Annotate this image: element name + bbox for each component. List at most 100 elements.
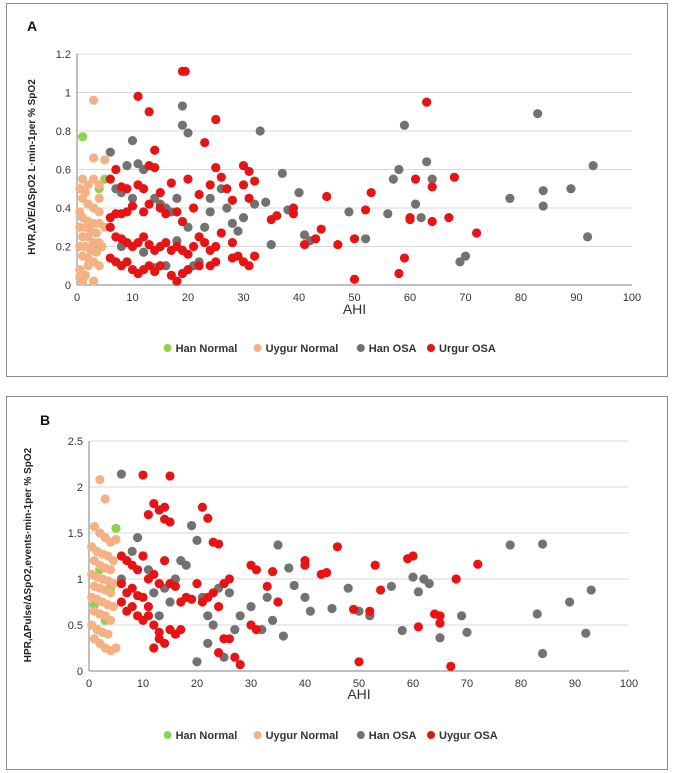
- point-han-osa: [238, 213, 249, 223]
- point-uygur-osa: [262, 581, 272, 591]
- point-urgur-osa: [216, 228, 226, 238]
- point-han-osa: [203, 611, 213, 621]
- point-han-osa: [105, 147, 115, 157]
- point-uygur-osa: [187, 594, 197, 604]
- point-uygur-normal: [75, 265, 85, 275]
- point-han-osa: [203, 638, 213, 648]
- point-uygur-osa: [133, 565, 143, 575]
- point-urgur-osa: [144, 239, 154, 250]
- legend-marker-han-normal: [163, 344, 172, 352]
- point-han-osa: [205, 207, 215, 217]
- point-han-osa: [122, 161, 132, 171]
- point-han-osa: [200, 222, 210, 232]
- x-tick-label: 40: [299, 678, 311, 690]
- point-urgur-osa: [216, 172, 226, 182]
- point-uygur-osa: [354, 657, 364, 667]
- point-han-osa: [149, 588, 159, 598]
- x-tick-label: 10: [126, 292, 138, 304]
- point-urgur-osa: [139, 207, 149, 217]
- point-urgur-osa: [244, 166, 254, 177]
- point-urgur-osa: [333, 239, 343, 250]
- y-tick-label: 0: [65, 280, 71, 292]
- point-urgur-osa: [183, 249, 193, 259]
- point-han-osa: [565, 597, 575, 607]
- point-urgur-osa: [200, 238, 210, 248]
- point-han-osa: [278, 631, 288, 641]
- point-uygur-osa: [138, 592, 148, 602]
- point-uygur-osa: [149, 498, 159, 509]
- point-urgur-osa: [444, 213, 454, 223]
- point-uygur-osa: [446, 661, 456, 671]
- point-han-osa: [397, 625, 407, 636]
- point-uygur-osa: [165, 517, 175, 527]
- x-tick-label: 80: [515, 678, 527, 690]
- point-han-osa: [422, 157, 432, 167]
- point-urgur-osa: [316, 224, 326, 234]
- point-uygur-osa: [127, 602, 137, 612]
- x-tick-label: 60: [407, 678, 419, 690]
- x-tick-label: 70: [459, 292, 471, 304]
- point-urgur-osa: [194, 189, 204, 200]
- point-han-osa: [427, 174, 437, 184]
- point-uygur-osa: [138, 551, 148, 561]
- point-urgur-osa: [250, 251, 260, 261]
- legend-marker-uygur-normal: [253, 344, 262, 352]
- x-tick-label: 70: [461, 678, 473, 690]
- point-urgur-osa: [410, 174, 421, 184]
- point-urgur-osa: [183, 174, 193, 184]
- point-uygur-osa: [214, 539, 224, 549]
- point-han-osa: [233, 226, 243, 236]
- chart-panel-a: 0 0.2 0.4 0.6 0.8 1 1.2 0 10 20 30 40 50 60 70 80 90 100 A…: [6, 3, 668, 377]
- point-uygur-normal: [106, 588, 116, 598]
- point-urgur-osa: [422, 97, 432, 107]
- panel-label: A: [27, 18, 37, 34]
- point-uygur-osa: [170, 581, 180, 591]
- point-han-osa: [408, 572, 418, 582]
- point-han-osa: [462, 627, 472, 637]
- point-urgur-osa: [166, 178, 176, 188]
- point-urgur-osa: [122, 184, 132, 194]
- point-han-osa: [192, 657, 202, 667]
- point-urgur-osa: [200, 137, 210, 148]
- point-uygur-normal: [83, 180, 93, 190]
- x-tick-label: 90: [569, 678, 581, 690]
- point-han-osa: [255, 126, 265, 136]
- point-uygur-osa: [149, 643, 159, 653]
- point-uygur-osa: [224, 574, 234, 584]
- point-han-osa: [386, 581, 396, 591]
- point-uygur-osa: [214, 602, 224, 612]
- point-han-osa: [187, 521, 197, 531]
- point-urgur-osa: [366, 188, 376, 198]
- point-uygur-osa: [473, 559, 483, 569]
- point-uygur-osa: [376, 585, 386, 595]
- point-han-osa: [127, 136, 138, 146]
- point-han-osa: [183, 128, 193, 138]
- point-uygur-osa: [332, 542, 342, 552]
- point-uygur-osa: [176, 625, 186, 635]
- chart-panel-b: 0 0.5 1 1.5 2 2.5 0 10 20 30 40 50 60 70 80 90 100 B AHI HP…: [6, 396, 668, 770]
- x-tick-label: 50: [353, 678, 365, 690]
- x-tick-label: 10: [137, 678, 149, 690]
- point-urgur-osa: [161, 209, 171, 219]
- point-urgur-osa: [166, 270, 176, 280]
- point-urgur-osa: [144, 107, 154, 117]
- point-uygur-osa: [349, 604, 359, 614]
- legend-label-uygur-normal: Uygur Normal: [266, 343, 339, 355]
- point-han-osa: [268, 615, 278, 625]
- point-urgur-osa: [244, 261, 254, 271]
- y-tick-label: 1.5: [68, 528, 83, 540]
- point-uygur-normal: [106, 565, 116, 575]
- point-uygur-osa: [208, 588, 218, 598]
- point-urgur-osa: [472, 228, 482, 238]
- point-urgur-osa: [322, 191, 332, 202]
- x-tick-label: 90: [570, 292, 582, 304]
- point-uygur-osa: [160, 556, 170, 566]
- y-tick-label: 0: [77, 666, 83, 678]
- point-han-osa: [262, 592, 272, 602]
- point-han-osa: [150, 193, 160, 203]
- point-uygur-normal: [83, 261, 93, 271]
- point-han-osa: [383, 209, 393, 219]
- point-han-osa: [538, 539, 548, 549]
- point-uygur-normal: [108, 602, 118, 612]
- point-urgur-osa: [205, 180, 215, 190]
